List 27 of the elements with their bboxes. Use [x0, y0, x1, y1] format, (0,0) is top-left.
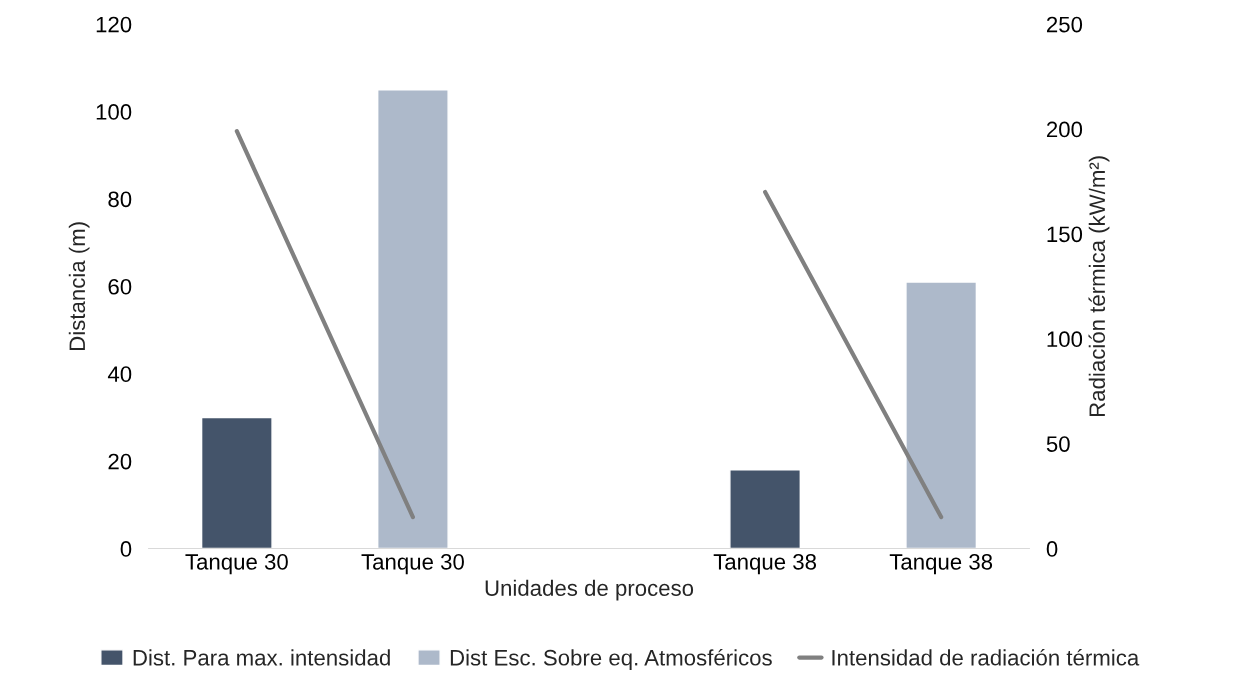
legend-label: Dist Esc. Sobre eq. Atmosféricos [450, 649, 772, 670]
x-tick-label: Tanque 38 [713, 554, 817, 575]
bar [729, 469, 801, 549]
y-tick-label: 120 [96, 16, 132, 33]
y-tick-label: 20 [108, 453, 132, 470]
bar [905, 281, 978, 549]
legend-label: Intensidad de radiación térmica [832, 649, 1140, 666]
y2-axis-title: Radiación térmica (kW/m²) [1088, 156, 1110, 417]
y-tick-label: 0 [120, 541, 132, 557]
y2-tick-label: 150 [1047, 226, 1083, 243]
y2-tick-label: 250 [1046, 16, 1083, 33]
y2-tick-label: 200 [1046, 121, 1083, 138]
x-axis-title: Unidades de proceso [485, 579, 694, 601]
y-tick-label: 100 [96, 104, 132, 120]
x-tick-label: Tanque 38 [889, 554, 993, 575]
x-tick-label: Tanque 30 [361, 554, 464, 575]
y-axis-title: Distancia (m) [68, 222, 90, 350]
y-tick-label: 80 [108, 191, 132, 208]
legend-label: Dist. Para max. intensidad [133, 649, 390, 666]
y2-tick-label: 50 [1046, 436, 1070, 452]
x-tick-label: Tanque 30 [185, 554, 288, 575]
bar [200, 416, 273, 549]
y-tick-label: 60 [108, 278, 132, 295]
y-tick-label: 40 [107, 366, 132, 383]
bar [377, 89, 449, 549]
y2-tick-label: 0 [1046, 541, 1058, 557]
y2-tick-label: 100 [1047, 331, 1083, 348]
